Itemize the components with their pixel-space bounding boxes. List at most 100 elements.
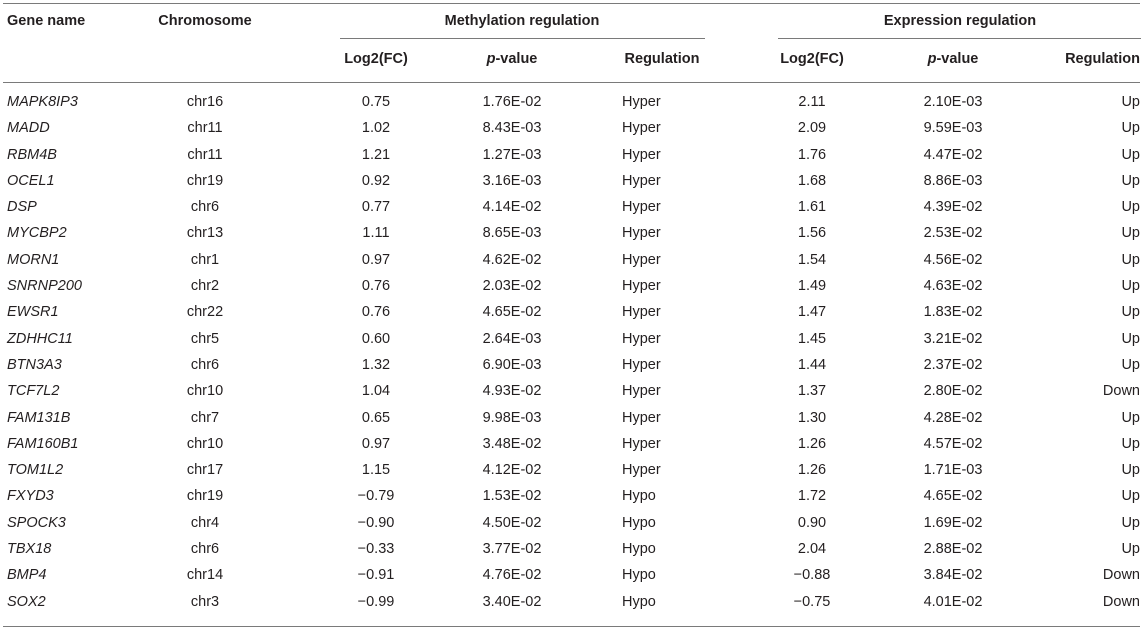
expr-log2fc-cell: 1.26 [797, 462, 827, 479]
chromosome-cell: chr3 [190, 593, 220, 610]
expr-regulation-cell: Up [1121, 514, 1140, 531]
table-row-cell: SPOCK3 chr4 −0.90 4.50E-02 Hypo 0.90 1.69E-02 U… [0, 510, 1143, 536]
meth-regulation-cell: Hyper [622, 251, 661, 268]
header-expr-log2fc: Log2(FC) [780, 51, 844, 67]
header-expr-pvalue-rest: -value [936, 51, 979, 67]
meth-pvalue-cell: 1.76E-02 [482, 94, 542, 110]
expr-regulation-cell: Up [1121, 199, 1140, 216]
expr-regulation-cell: Up [1121, 146, 1140, 163]
table-row: MORN1 chr1 0.97 4.62E-02 Hyper 1.54 4.56E-02 Up [0, 247, 1143, 273]
table-body: MAPK8IP3 chr16 0.75 1.76E-02 Hyper 2.11 2.10E-… [0, 89, 1143, 615]
header-expr-pvalue: p-value [928, 51, 979, 67]
expr-pvalue-cell: 2.53E-02 [923, 225, 983, 242]
chromosome-cell: chr17 [186, 462, 224, 479]
table-row-cell: DSP chr6 0.77 4.14E-02 Hyper 1.61 4.39E-02 Up [0, 194, 1143, 220]
table-row: DSP chr6 0.77 4.14E-02 Hyper 1.61 4.39E-02 Up [0, 194, 1143, 220]
meth-regulation-cell: Hyper [622, 199, 661, 216]
meth-log2fc-cell: 0.76 [361, 278, 391, 295]
meth-regulation-cell: Hyper [622, 462, 661, 479]
expr-regulation-cell: Up [1121, 435, 1140, 452]
expr-log2fc-cell: 1.76 [797, 146, 827, 163]
table-row: OCEL1 chr19 0.92 3.16E-03 Hyper 1.68 8.86E-03 U… [0, 168, 1143, 194]
meth-log2fc-cell: −0.99 [357, 593, 395, 610]
header-bottom-rule [3, 82, 1140, 83]
meth-regulation-cell: Hyper [622, 278, 661, 295]
gene-name-cell: BMP4 [7, 567, 47, 584]
table-row-cell: BTN3A3 chr6 1.32 6.90E-03 Hyper 1.44 2.37E-02 U… [0, 352, 1143, 378]
meth-log2fc-cell: −0.33 [357, 541, 395, 558]
gene-name-cell: EWSR1 [7, 304, 59, 321]
meth-pvalue-cell: 6.90E-03 [482, 356, 542, 373]
meth-pvalue-cell: 3.77E-02 [482, 541, 542, 558]
expr-pvalue-cell: 3.21E-02 [923, 330, 983, 347]
gene-name-cell: FAM160B1 [7, 435, 79, 452]
table-row-cell: MYCBP2 chr13 1.11 8.65E-03 Hyper 1.56 2.53E-02… [0, 220, 1143, 246]
expr-regulation-cell: Up [1121, 94, 1140, 110]
table-row-cell: SNRNP200 chr2 0.76 2.03E-02 Hyper 1.49 4.63E-0… [0, 273, 1143, 299]
gene-name-cell: SNRNP200 [7, 278, 82, 295]
expr-pvalue-cell: 2.10E-03 [923, 94, 983, 110]
chromosome-cell: chr14 [186, 567, 224, 584]
meth-pvalue-cell: 3.40E-02 [482, 593, 542, 610]
chromosome-cell: chr1 [190, 251, 220, 268]
table-row-cell: BMP4 chr14 −0.91 4.76E-02 Hypo −0.88 3.84E-02 D… [0, 562, 1143, 588]
expr-log2fc-cell: 1.30 [797, 409, 827, 426]
expr-pvalue-cell: 1.83E-02 [923, 304, 983, 321]
gene-name-cell: MADD [7, 120, 50, 137]
expr-regulation-cell: Down [1102, 567, 1140, 584]
meth-log2fc-cell: 0.60 [361, 330, 391, 347]
expr-regulation-cell: Up [1121, 330, 1140, 347]
table-row-cell: RBM4B chr11 1.21 1.27E-03 Hyper 1.76 4.47E-02 U… [0, 142, 1143, 168]
expr-pvalue-cell: 9.59E-03 [923, 120, 983, 137]
header-expr-pvalue-p: p [927, 51, 937, 67]
chromosome-cell: chr16 [186, 94, 224, 110]
chromosome-cell: chr22 [186, 304, 224, 321]
table-row: SOX2 chr3 −0.99 3.40E-02 Hypo −0.75 4.01E-02 Do… [0, 589, 1143, 615]
expr-regulation-cell: Up [1121, 172, 1140, 189]
expr-regulation-cell: Up [1121, 488, 1140, 505]
expr-log2fc-cell: 1.47 [797, 304, 827, 321]
meth-log2fc-cell: 0.92 [361, 172, 391, 189]
table-row: BTN3A3 chr6 1.32 6.90E-03 Hyper 1.44 2.37E-02 U… [0, 352, 1143, 378]
chromosome-cell: chr6 [190, 199, 220, 216]
gene-name-cell: FXYD3 [7, 488, 54, 505]
meth-log2fc-cell: −0.79 [357, 488, 395, 505]
meth-regulation-cell: Hyper [622, 435, 661, 452]
expr-pvalue-cell: 1.69E-02 [923, 514, 983, 531]
chromosome-cell: chr7 [190, 409, 220, 426]
gene-name-cell: FAM131B [7, 409, 71, 426]
header-meth-pvalue: p-value [487, 51, 538, 67]
expr-log2fc-cell: 1.68 [797, 172, 827, 189]
meth-pvalue-cell: 4.62E-02 [482, 251, 542, 268]
table-row-cell: ZDHHC11 chr5 0.60 2.64E-03 Hyper 1.45 3.21E-02… [0, 326, 1143, 352]
meth-regulation-cell: Hypo [622, 514, 656, 531]
meth-regulation-cell: Hyper [622, 172, 661, 189]
header-meth-regulation: Regulation [624, 51, 700, 67]
chromosome-cell: chr4 [190, 514, 220, 531]
expr-log2fc-cell: 1.49 [797, 278, 827, 295]
header-methylation-regulation: Methylation regulation [444, 13, 600, 29]
table-row-cell: OCEL1 chr19 0.92 3.16E-03 Hyper 1.68 8.86E-03 U… [0, 168, 1143, 194]
meth-log2fc-cell: 0.97 [361, 435, 391, 452]
table-row: SNRNP200 chr2 0.76 2.03E-02 Hyper 1.49 4.63E-0… [0, 273, 1143, 299]
meth-pvalue-cell: 4.65E-02 [482, 304, 542, 321]
chromosome-cell: chr6 [190, 356, 220, 373]
table-row: SPOCK3 chr4 −0.90 4.50E-02 Hypo 0.90 1.69E-02 U… [0, 510, 1143, 536]
table-row-cell: FAM160B1 chr10 0.97 3.48E-02 Hyper 1.26 4.57E-… [0, 431, 1143, 457]
meth-regulation-cell: Hyper [622, 330, 661, 347]
header-expr-regulation: Regulation [1065, 51, 1140, 67]
meth-regulation-cell: Hypo [622, 567, 656, 584]
table-row: FAM160B1 chr10 0.97 3.48E-02 Hyper 1.26 4.57E-… [0, 431, 1143, 457]
expr-regulation-cell: Up [1121, 251, 1140, 268]
table-row: TCF7L2 chr10 1.04 4.93E-02 Hyper 1.37 2.80E-02… [0, 378, 1143, 404]
gene-name-cell: TBX18 [7, 541, 52, 558]
meth-pvalue-cell: 2.64E-03 [482, 330, 542, 347]
meth-pvalue-cell: 4.50E-02 [482, 514, 542, 531]
table-row: MADD chr11 1.02 8.43E-03 Hyper 2.09 9.59E-03 Up [0, 115, 1143, 141]
meth-regulation-cell: Hypo [622, 541, 656, 558]
expr-regulation-cell: Up [1121, 541, 1140, 558]
meth-log2fc-cell: 1.32 [361, 356, 391, 373]
chromosome-cell: chr11 [187, 146, 223, 163]
expr-log2fc-cell: −0.75 [793, 593, 831, 610]
